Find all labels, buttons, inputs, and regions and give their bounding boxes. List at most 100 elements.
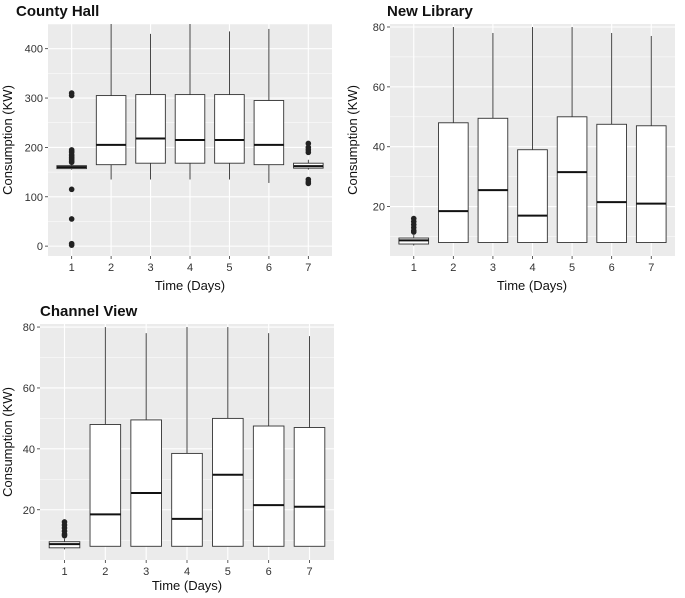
x-tick-label: 6 [266,566,272,578]
county-hall-svg: County Hall 0 100 200 300 400 1 2 3 4 5 6 7 Time (… [0,3,332,293]
outlier-point [61,532,68,539]
x-tick-label: 1 [69,262,75,274]
y-tick-label: 60 [373,82,385,94]
box-iqr [596,123,627,243]
y-tick-label: 20 [23,505,35,517]
outlier-point [305,149,312,156]
outlier-point [68,216,75,222]
box-iqr [214,94,245,164]
y-axis-ticks: 20 40 60 80 [373,22,390,214]
box-iqr [174,94,206,164]
new-library-chart: New Library 20 40 60 80 1 2 3 4 5 6 7 Time (Days)… [345,0,680,298]
y-tick-label: 80 [23,322,35,334]
x-tick-label: 2 [102,566,108,578]
y-axis-ticks: 0 100 200 300 400 [25,44,48,253]
x-tick-label: 1 [411,262,417,274]
box-day-1 [48,519,81,550]
x-tick-label: 1 [61,566,67,578]
outlier-point [68,159,75,166]
chart-title: New Library [387,3,474,20]
box-day-5 [556,26,588,243]
x-tick-label: 6 [609,262,615,274]
x-tick-label: 4 [184,566,190,578]
x-tick-label: 7 [305,262,311,274]
box-iqr [171,452,203,547]
y-tick-label: 100 [25,192,43,204]
y-axis-label: Consumption (KW) [0,387,15,497]
county-hall-chart: County Hall 0 100 200 300 400 1 2 3 4 5 6 7 Time (… [0,0,340,298]
box-iqr [438,122,469,243]
x-tick-label: 7 [648,262,654,274]
outlier-point [410,229,417,235]
box-day-5 [214,31,245,180]
box-iqr [130,419,162,547]
box-day-4 [171,327,203,547]
box-iqr [89,424,122,547]
box-day-3 [135,33,166,180]
new-library-svg: New Library 20 40 60 80 1 2 3 4 5 6 7 Time (Days)… [345,3,675,293]
box-series [56,24,324,248]
box-day-1 [398,215,430,246]
box-day-4 [174,24,206,180]
x-tick-label: 5 [226,262,232,274]
box-iqr [95,95,127,166]
box-iqr [212,417,244,547]
x-axis-ticks: 1 2 3 4 5 6 7 [69,256,311,274]
x-tick-label: 4 [187,262,193,274]
box-day-2 [438,26,469,243]
y-tick-label: 80 [373,22,385,34]
y-axis-label: Consumption (KW) [0,85,15,195]
y-tick-label: 300 [25,93,43,105]
channel-view-svg: Channel View 20 40 60 80 1 2 3 4 5 6 7 Time (Days… [0,303,334,593]
outlier-point [68,242,75,248]
box-iqr [556,116,588,243]
x-axis-label: Time (Days) [155,278,225,293]
box-day-7 [293,336,326,547]
box-day-2 [95,24,127,180]
box-day-6 [252,333,285,547]
box-day-6 [596,32,627,243]
box-day-4 [517,26,548,243]
x-axis-label: Time (Days) [152,578,222,593]
y-tick-label: 40 [23,444,35,456]
x-axis-ticks: 1 2 3 4 5 6 7 [61,560,313,578]
box-day-2 [89,327,122,547]
y-tick-label: 200 [25,142,43,154]
box-iqr [252,425,285,547]
box-iqr [517,149,548,243]
box-series [398,26,667,246]
x-tick-label: 5 [569,262,575,274]
x-tick-label: 4 [529,262,535,274]
box-iqr [253,100,285,166]
box-day-5 [212,327,244,547]
y-tick-label: 40 [373,142,385,154]
box-iqr [293,427,326,547]
box-day-7 [635,35,667,243]
x-tick-label: 3 [490,262,496,274]
box-day-3 [477,32,509,243]
x-axis-label: Time (Days) [497,278,567,293]
chart-title: Channel View [40,303,138,320]
outlier-point [68,92,75,99]
box-series [48,327,326,550]
box-day-3 [130,333,162,547]
outlier-point [68,186,75,193]
x-tick-label: 3 [147,262,153,274]
outlier-point [305,180,312,187]
y-axis-ticks: 20 40 60 80 [23,322,40,517]
box-day-7 [293,140,324,187]
box-iqr [477,117,509,243]
y-tick-label: 0 [37,241,43,253]
x-tick-label: 3 [143,566,149,578]
y-tick-label: 400 [25,44,43,56]
x-tick-label: 7 [306,566,312,578]
box-day-6 [253,28,285,183]
y-tick-label: 20 [373,202,385,214]
x-tick-label: 2 [450,262,456,274]
box-iqr [635,125,667,243]
x-axis-ticks: 1 2 3 4 5 6 7 [411,256,654,274]
x-tick-label: 2 [108,262,114,274]
chart-title: County Hall [16,3,99,20]
x-tick-label: 6 [266,262,272,274]
y-axis-label: Consumption (KW) [345,85,360,195]
